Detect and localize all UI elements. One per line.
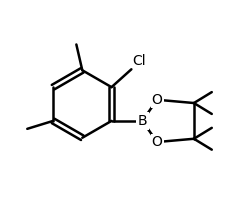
Text: O: O [152,93,163,107]
Text: Cl: Cl [132,54,146,68]
Text: O: O [152,135,163,149]
Text: B: B [138,114,147,128]
